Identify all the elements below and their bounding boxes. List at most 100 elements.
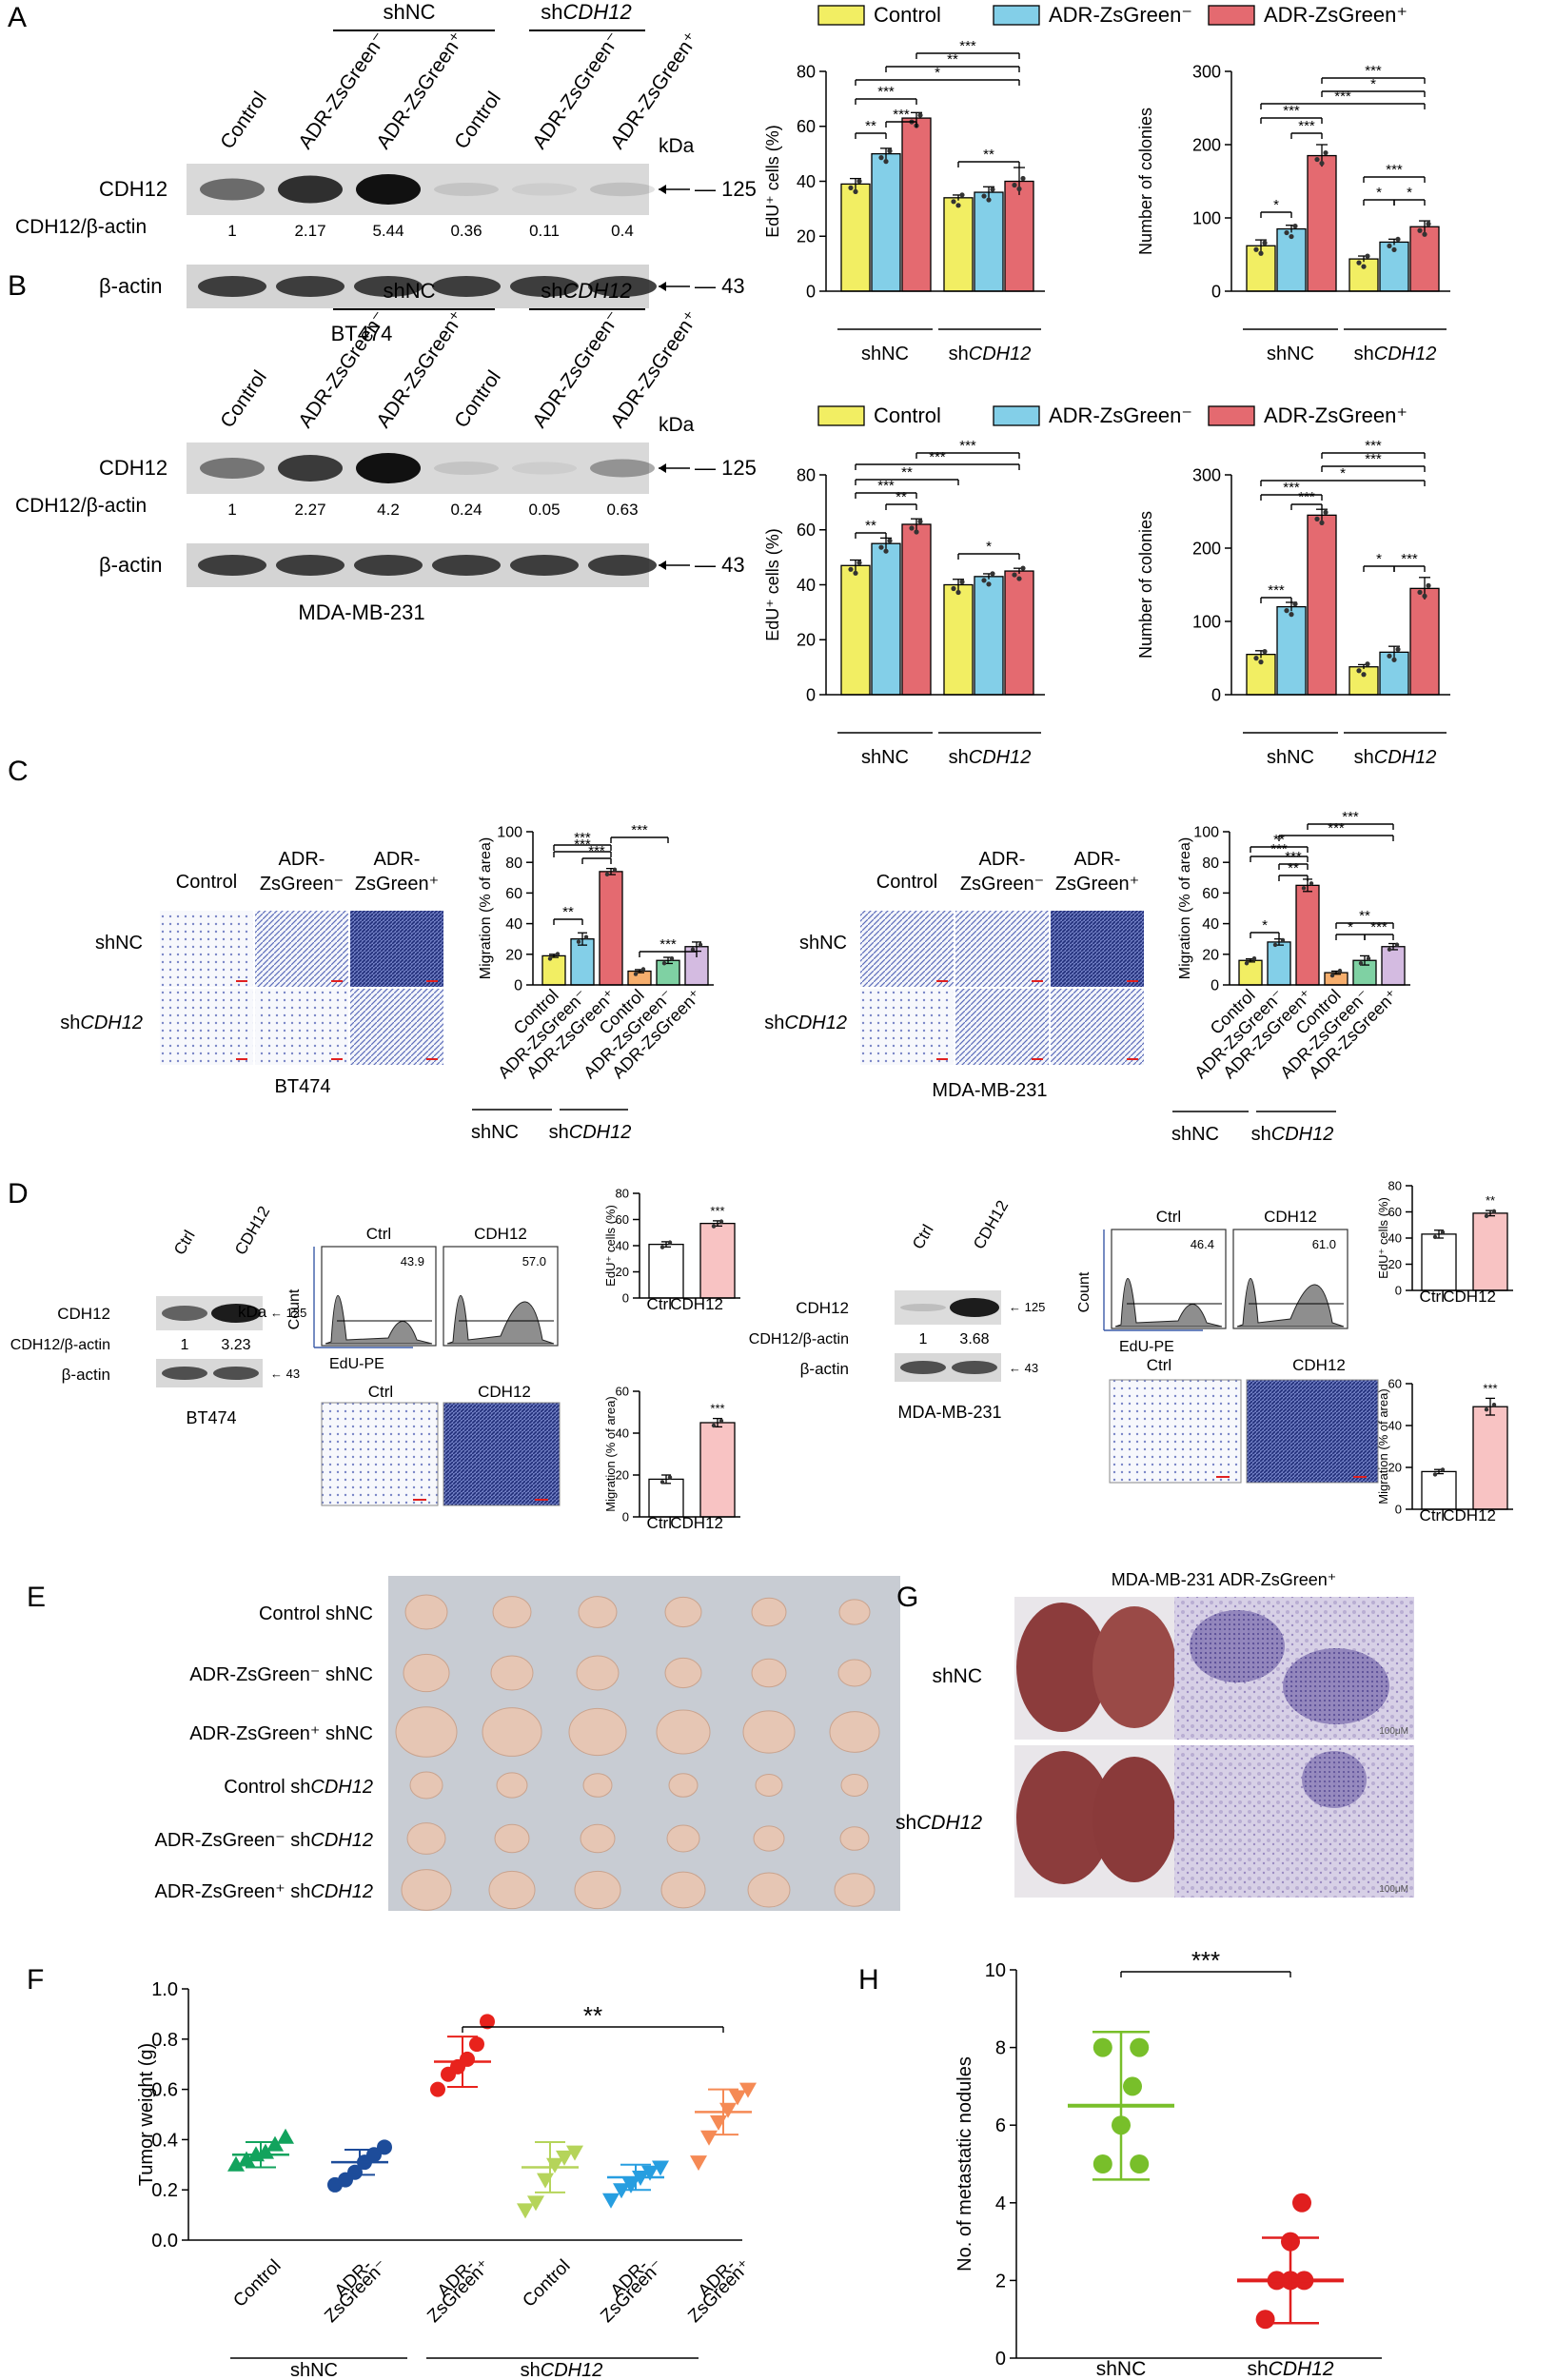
y-tick-label: 60 xyxy=(1388,1377,1402,1391)
data-point xyxy=(1323,149,1329,156)
group-label: shCDH12 xyxy=(949,344,1032,364)
y-tick-label: 20 xyxy=(616,1265,629,1279)
lane-label: Control xyxy=(450,366,505,432)
tumor-specimen xyxy=(664,1657,702,1689)
migration-image xyxy=(1051,989,1144,1065)
significance-label: *** xyxy=(710,1402,724,1416)
actin-band xyxy=(510,555,579,576)
bar xyxy=(1472,1212,1508,1291)
group-label: shNC xyxy=(1171,1124,1219,1145)
migration-image xyxy=(1109,1379,1242,1484)
ratio-value: 0.4 xyxy=(611,222,634,240)
column-label: Control xyxy=(876,872,937,893)
data-point xyxy=(955,589,961,596)
migration-image xyxy=(160,911,253,987)
kda-label: kDa xyxy=(659,135,695,157)
data-point xyxy=(469,2036,484,2053)
data-point xyxy=(556,2150,573,2166)
y-tick-label: 60 xyxy=(616,1385,629,1399)
tumor-specimen xyxy=(755,1774,783,1797)
data-point xyxy=(537,2173,554,2189)
actin-band xyxy=(198,555,266,576)
data-point xyxy=(1012,182,1017,188)
ratio-value: 0.63 xyxy=(606,501,638,519)
panel-letter: F xyxy=(27,1964,44,1996)
data-point xyxy=(887,148,893,154)
legend-label: ADR-ZsGreen⁻ xyxy=(1049,403,1192,427)
bar xyxy=(1421,1470,1457,1510)
data-point xyxy=(1314,516,1320,521)
group-label: shCDH12 xyxy=(764,1013,847,1033)
data-point xyxy=(1016,186,1022,192)
ratio-value: 0.24 xyxy=(450,501,482,519)
data-point xyxy=(917,112,923,118)
migration-image xyxy=(860,911,954,987)
migration-image xyxy=(955,989,1049,1065)
metastasis-region xyxy=(1283,1648,1389,1724)
scale-label: 100μM xyxy=(1379,1726,1408,1737)
y-tick-label: 0 xyxy=(806,282,816,301)
lane-label: Control xyxy=(216,88,271,153)
data-point xyxy=(1426,221,1431,226)
ratio-value: 1 xyxy=(227,501,236,519)
bar xyxy=(541,954,566,986)
data-point xyxy=(480,2014,495,2030)
column-label: Control xyxy=(176,872,237,893)
significance-label: ** xyxy=(901,464,913,481)
ratio-value: 0.11 xyxy=(529,222,560,240)
tumor-specimen xyxy=(839,1826,870,1851)
mw-label: ← 43 xyxy=(1009,1361,1038,1375)
data-point xyxy=(1284,229,1289,236)
flow-percentage: 57.0 xyxy=(522,1254,546,1269)
significance-label: *** xyxy=(959,38,976,54)
bar xyxy=(901,117,932,292)
legend-swatch xyxy=(1208,5,1255,26)
cdh12-band xyxy=(512,183,577,196)
significance-label: *** xyxy=(574,830,591,846)
data-point xyxy=(1387,947,1392,952)
ratio-value: 5.44 xyxy=(372,222,404,240)
mw-arrow-head xyxy=(659,561,666,570)
y-tick-label: 80 xyxy=(505,856,522,872)
tumor-specimen xyxy=(742,1710,796,1754)
flow-axis-label: Count xyxy=(1076,1271,1092,1312)
y-tick-label: 40 xyxy=(1388,1419,1402,1433)
data-point xyxy=(667,1475,673,1480)
y-tick-label: 1.0 xyxy=(151,1979,178,2000)
tumor-row-label: Control shCDH12 xyxy=(224,1777,373,1798)
row-label: CDH12 xyxy=(99,177,167,201)
tumor-specimen xyxy=(751,1597,787,1627)
y-tick-label: 0 xyxy=(622,1510,629,1524)
y-tick-label: 80 xyxy=(616,1187,629,1201)
data-point xyxy=(659,1245,665,1249)
significance-label: ** xyxy=(896,489,907,505)
y-tick-label: 0 xyxy=(1395,1503,1402,1517)
bar xyxy=(1409,587,1440,696)
cdh12-band xyxy=(200,458,265,479)
cdh12-band xyxy=(434,183,499,196)
y-tick-label: 20 xyxy=(1388,1257,1402,1271)
data-point xyxy=(690,2155,707,2172)
data-point xyxy=(914,529,919,535)
data-point xyxy=(848,566,854,572)
data-point xyxy=(1417,227,1423,233)
mw-label: ← 43 xyxy=(270,1367,300,1381)
cdh12-band xyxy=(211,1304,261,1323)
significance-label: *** xyxy=(1285,849,1302,865)
significance-label: *** xyxy=(1283,480,1300,496)
flow-title: CDH12 xyxy=(474,1225,527,1243)
y-axis-label: Migration (% of area) xyxy=(478,837,494,979)
mw-label: — 43 xyxy=(695,553,745,577)
tumor-specimen xyxy=(668,1773,699,1798)
flow-percentage: 43.9 xyxy=(401,1254,424,1269)
significance-label: *** xyxy=(710,1204,724,1218)
cdh12-band xyxy=(434,462,499,475)
data-point xyxy=(1251,956,1257,961)
x-tick-label: Ctrl xyxy=(1420,1506,1445,1524)
flow-title: Ctrl xyxy=(366,1225,391,1243)
mw-arrow-head xyxy=(659,185,666,194)
panel-letter: H xyxy=(858,1964,879,1996)
bar xyxy=(648,1478,684,1518)
data-point xyxy=(517,2203,534,2219)
row-label: CDH12 xyxy=(796,1299,849,1317)
